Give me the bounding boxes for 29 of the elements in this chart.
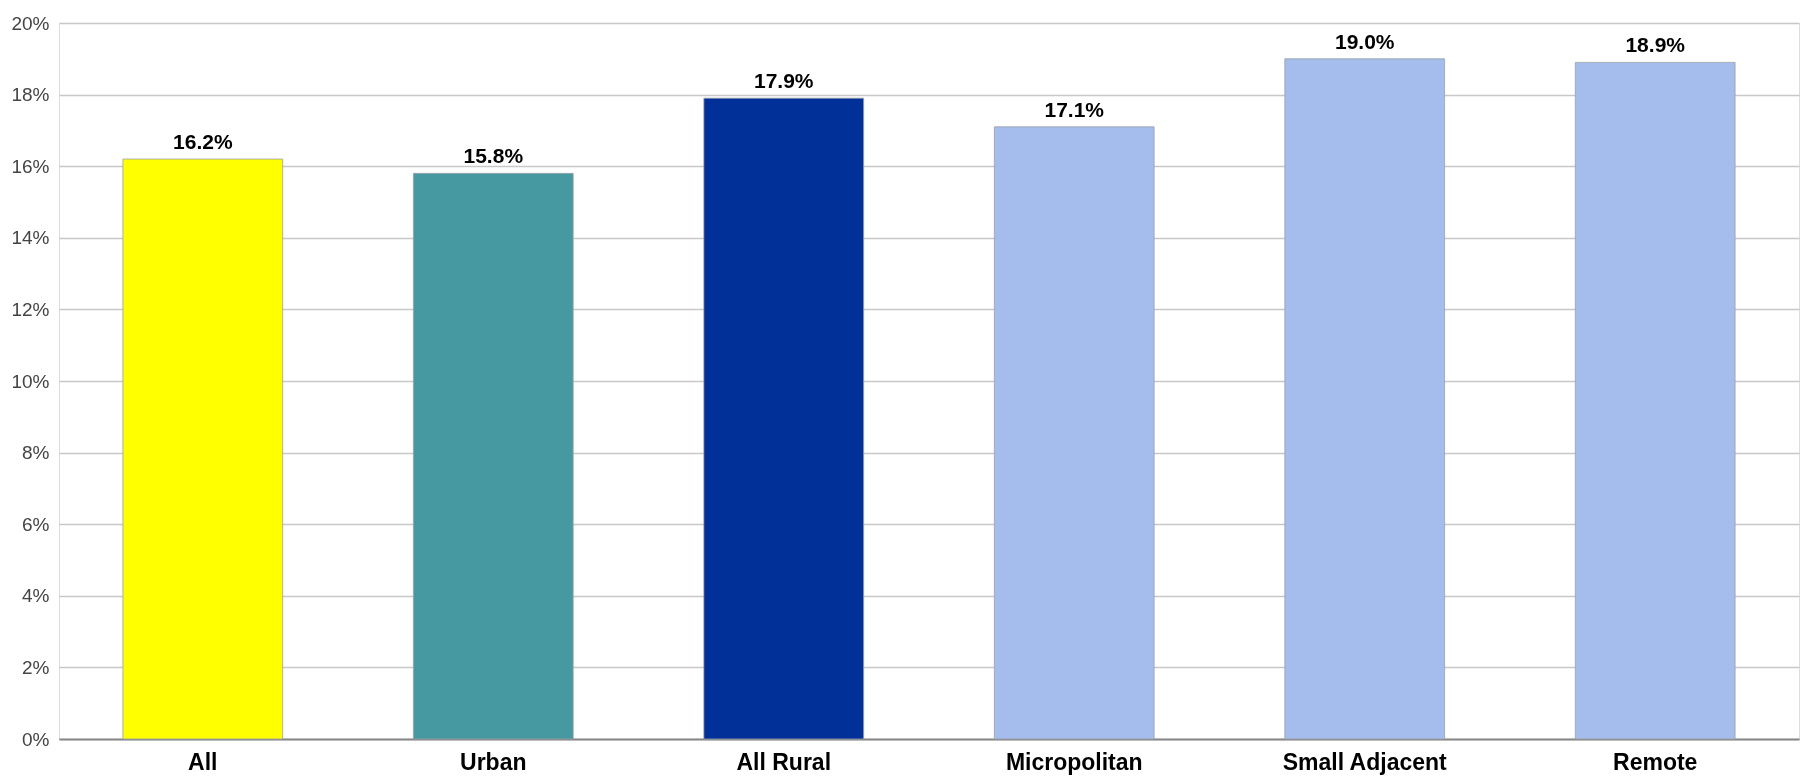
x-tick-label: All Rural: [736, 748, 832, 775]
x-tick-label: Urban: [460, 748, 527, 775]
x-tick-label: Small Adjacent: [1282, 748, 1448, 775]
x-tick-label: Remote: [1613, 748, 1698, 775]
y-tick-label: 8%: [22, 442, 50, 464]
data-label: 19.0%: [1334, 29, 1395, 53]
y-tick-label: 18%: [11, 84, 50, 106]
data-label: 17.1%: [1044, 97, 1105, 121]
bar: [122, 158, 284, 740]
x-tick-label: Micropolitan: [1005, 748, 1143, 775]
bar: [993, 126, 1155, 740]
bar: [1574, 61, 1736, 740]
data-label: 17.9%: [753, 69, 814, 93]
y-tick-label: 4%: [22, 585, 50, 607]
data-label: 15.8%: [463, 144, 524, 168]
y-tick-label: 12%: [11, 298, 50, 320]
y-tick-label: 6%: [22, 513, 50, 535]
y-tick-label: 2%: [22, 656, 50, 678]
y-tick-label: 20%: [11, 12, 50, 34]
bar: [1284, 58, 1446, 740]
x-tick-label: All: [188, 748, 218, 775]
data-label: 16.2%: [173, 130, 233, 154]
y-tick-label: 14%: [11, 227, 50, 249]
y-tick-label: 0%: [22, 728, 50, 750]
bar: [412, 172, 574, 740]
y-tick-label: 16%: [11, 155, 50, 177]
bar: [703, 97, 865, 740]
y-tick-label: 10%: [11, 370, 50, 392]
data-label: 18.9%: [1625, 33, 1686, 57]
